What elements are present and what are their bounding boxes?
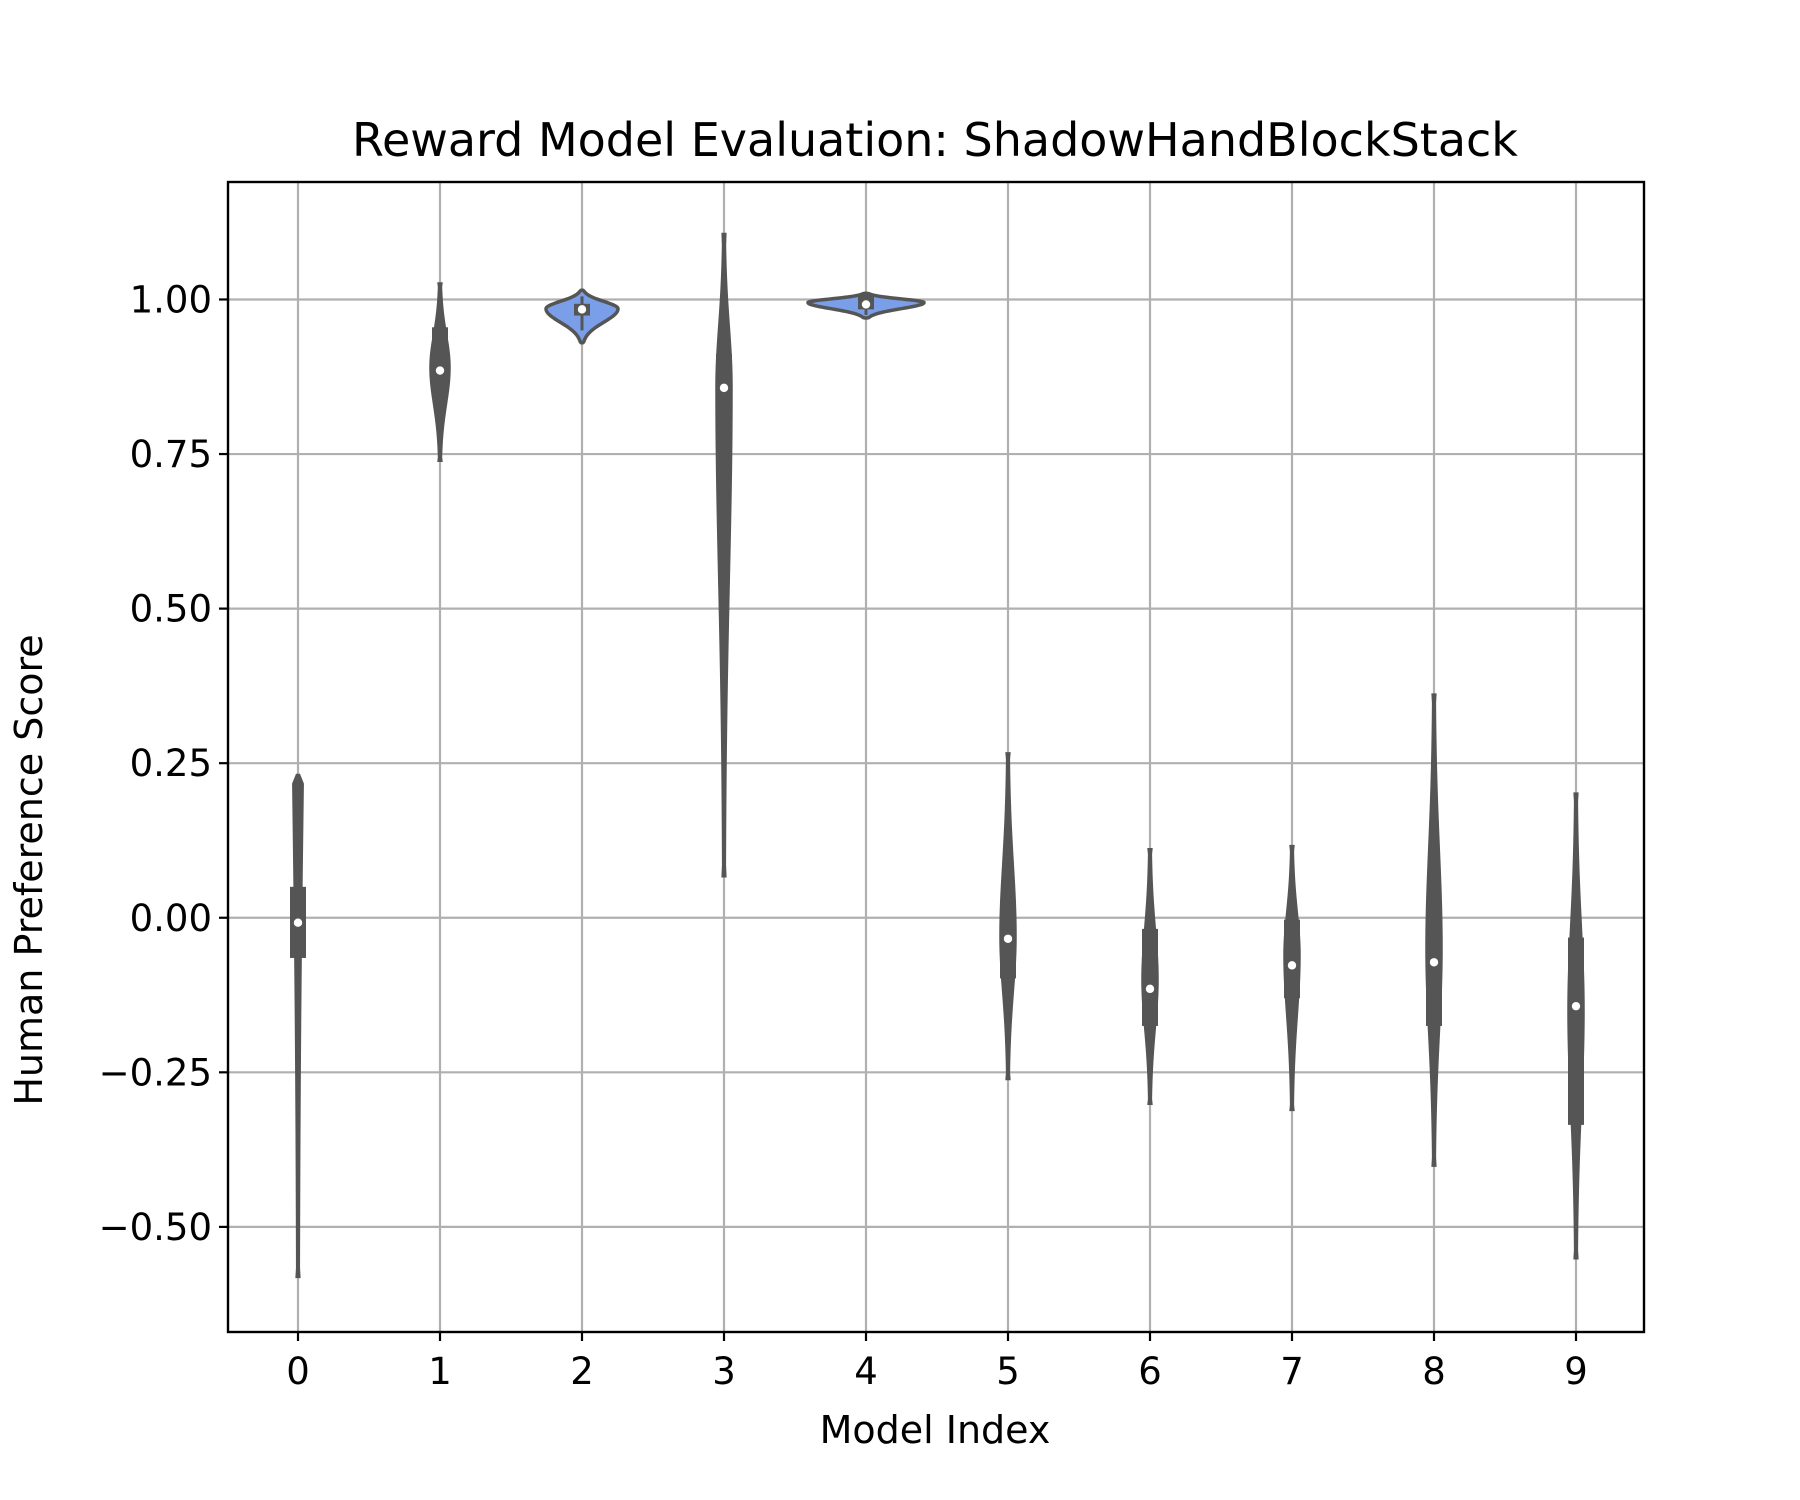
y-axis-label: Human Preference Score [7, 634, 51, 1105]
y-tick-label: −0.50 [99, 1206, 212, 1249]
violin-model-5 [999, 752, 1017, 1081]
violin-model-3 [715, 232, 733, 878]
violin-model-9 [1567, 792, 1585, 1260]
violin-iqr-box [716, 353, 732, 467]
violin-model-4 [806, 291, 926, 320]
x-tick-label: 7 [1280, 1350, 1304, 1393]
violin-median-dot [577, 305, 587, 314]
x-tick-label: 0 [286, 1350, 310, 1393]
chart-title: Reward Model Evaluation: ShadowHandBlock… [352, 113, 1518, 167]
violin-median-dot [861, 300, 871, 309]
x-tick-label: 8 [1422, 1350, 1446, 1393]
violin-iqr-box [432, 327, 448, 397]
x-tick-label: 2 [570, 1350, 594, 1393]
y-tick-label: 1.00 [130, 278, 212, 321]
violin-median-dot [1287, 961, 1297, 970]
y-tick-label: 0.75 [130, 433, 212, 476]
violin-model-0 [290, 773, 306, 1279]
violin-model-1 [429, 282, 451, 462]
y-tick-label: −0.25 [99, 1051, 212, 1094]
x-tick-label: 1 [428, 1350, 452, 1393]
violin-median-dot [719, 383, 729, 393]
violin-model-8 [1425, 693, 1443, 1167]
x-axis-label: Model Index [820, 1408, 1051, 1452]
axis-ticks: −0.50 −0.25 0.00 0.25 0.50 0.75 1.00 0 1 2 3 4 5 6 7 8 9 [99, 278, 1588, 1393]
y-tick-label: 0.50 [130, 588, 212, 631]
x-tick-label: 9 [1564, 1350, 1588, 1393]
violin-model-7 [1283, 844, 1301, 1112]
x-tick-label: 6 [1138, 1350, 1162, 1393]
violin-median-dot [1003, 934, 1013, 943]
plot-frame [226, 180, 1646, 1334]
violins [290, 232, 1585, 1279]
x-tick-label: 4 [854, 1350, 878, 1393]
violin-median-dot [1145, 984, 1155, 994]
violin-median-dot [435, 366, 445, 375]
violin-iqr-box [1284, 919, 1300, 999]
violin-iqr-box [1142, 928, 1158, 1026]
y-tick-label: 0.25 [130, 742, 212, 785]
violin-median-dot [1571, 1001, 1581, 1011]
violin-iqr-box [1568, 937, 1584, 1125]
x-tick-label: 5 [996, 1350, 1020, 1393]
y-tick-label: 0.00 [130, 897, 212, 940]
violin-model-6 [1141, 847, 1159, 1105]
violin-median-dot [1429, 958, 1439, 967]
x-tick-label: 3 [712, 1350, 736, 1393]
violin-model-2 [544, 288, 620, 345]
violin-median-dot [293, 918, 303, 927]
